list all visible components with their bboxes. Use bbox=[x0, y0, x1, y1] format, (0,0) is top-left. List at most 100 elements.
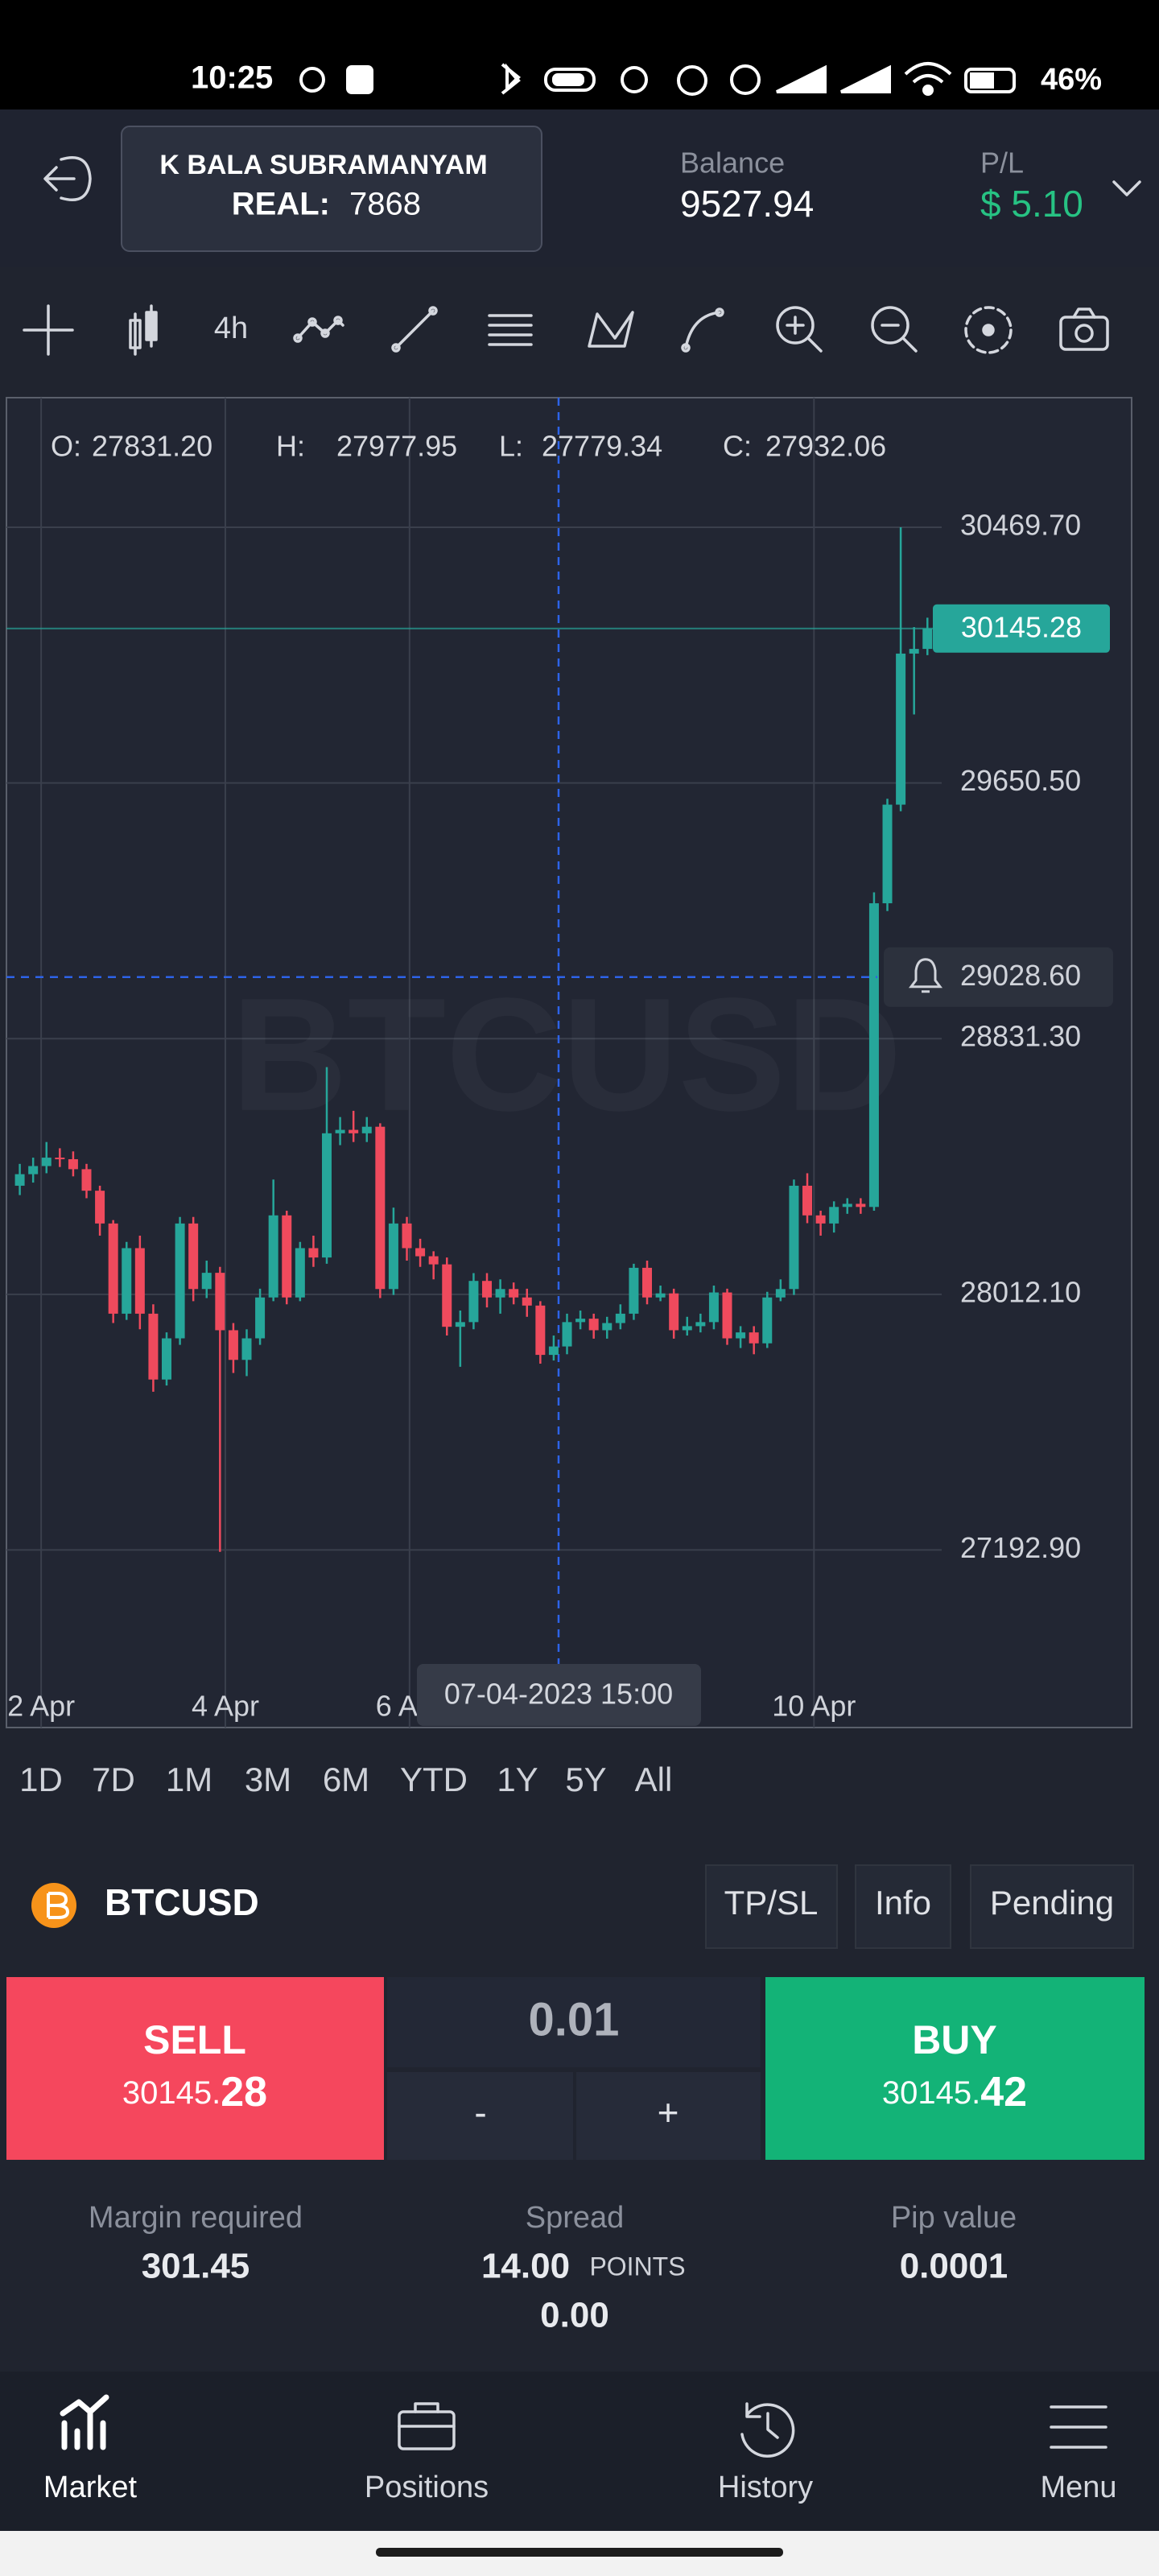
sell-price-main: 30145. bbox=[122, 2075, 221, 2111]
candle-body bbox=[455, 1322, 465, 1327]
chart-type-tool[interactable] bbox=[129, 304, 158, 356]
tab-label: Pending bbox=[990, 1884, 1114, 1922]
tab-button[interactable] bbox=[855, 1864, 951, 1949]
range-button[interactable]: 5Y bbox=[565, 1761, 606, 1798]
line-tool[interactable] bbox=[391, 306, 438, 353]
candle-body bbox=[856, 1203, 866, 1208]
y-tick-label: 30469.70 bbox=[960, 509, 1081, 542]
candle-body bbox=[28, 1166, 39, 1174]
candle-body bbox=[602, 1323, 612, 1331]
tab-button[interactable] bbox=[705, 1864, 838, 1949]
candle-body bbox=[175, 1223, 185, 1339]
candle-body bbox=[775, 1289, 786, 1298]
range-button[interactable]: 1M bbox=[166, 1761, 212, 1798]
range-button[interactable]: YTD bbox=[400, 1761, 468, 1798]
nav-item[interactable]: Market bbox=[43, 2394, 138, 2504]
indicator-tool[interactable] bbox=[293, 316, 344, 343]
plus-button[interactable] bbox=[576, 2072, 761, 2160]
ohlc-label: O: bbox=[51, 430, 81, 463]
buy-button[interactable] bbox=[765, 1977, 1145, 2160]
candle-body bbox=[736, 1332, 746, 1339]
crosshair-tool[interactable] bbox=[23, 304, 74, 356]
nav-item[interactable]: Positions bbox=[365, 2402, 489, 2504]
ohlc-label: C: bbox=[723, 430, 752, 463]
range-button[interactable]: 7D bbox=[92, 1761, 135, 1798]
spread-label: Spread bbox=[526, 2201, 625, 2235]
account-chevron[interactable] bbox=[1112, 180, 1141, 196]
candle-body bbox=[201, 1273, 212, 1290]
tab-label: TP/SL bbox=[724, 1884, 819, 1922]
last-price-box bbox=[933, 604, 1110, 653]
candle-body bbox=[629, 1267, 639, 1314]
candle-body bbox=[722, 1292, 732, 1339]
range-button[interactable]: 1D bbox=[19, 1761, 63, 1798]
nav-label: History bbox=[718, 2471, 813, 2504]
range-button[interactable]: 3M bbox=[245, 1761, 291, 1798]
fit-tool[interactable] bbox=[964, 306, 1013, 354]
watermark: BTCUSD bbox=[231, 965, 901, 1145]
timeframe-button[interactable]: 4h bbox=[214, 312, 248, 345]
candle-body bbox=[295, 1248, 305, 1298]
buy-price: 30145.42 bbox=[882, 2069, 1027, 2116]
range-button[interactable]: 1Y bbox=[497, 1761, 538, 1798]
candle-body bbox=[615, 1313, 625, 1323]
home-indicator[interactable] bbox=[376, 2548, 783, 2557]
tab-label: Info bbox=[875, 1884, 931, 1922]
zoom-out[interactable] bbox=[871, 306, 918, 353]
x-tick-label: 2 Apr bbox=[7, 1690, 75, 1723]
range-button[interactable]: All bbox=[635, 1761, 673, 1798]
candle-body bbox=[575, 1319, 586, 1323]
alert-label: 29028.60 bbox=[960, 959, 1081, 992]
candle-body bbox=[81, 1169, 92, 1191]
nav-item[interactable]: History bbox=[718, 2402, 813, 2504]
quantity-box[interactable] bbox=[387, 1977, 761, 2067]
y-tick-label: 28012.10 bbox=[960, 1275, 1081, 1308]
candle-body bbox=[322, 1133, 332, 1258]
buy-price-pips: 42 bbox=[980, 2069, 1027, 2116]
history-icon bbox=[740, 2402, 795, 2458]
curve-tool[interactable] bbox=[681, 308, 724, 353]
candle-body bbox=[241, 1338, 252, 1360]
candle-body bbox=[789, 1185, 799, 1290]
candle-body bbox=[268, 1215, 278, 1298]
account-box[interactable] bbox=[121, 126, 542, 252]
candle-body bbox=[349, 1129, 359, 1133]
spread-unit: POINTS bbox=[589, 2252, 685, 2281]
ohlc-value: 27779.34 bbox=[542, 430, 662, 463]
ohlc-label: H: bbox=[276, 430, 305, 463]
tab-button[interactable] bbox=[970, 1864, 1134, 1949]
pl-value: $ 5.10 bbox=[980, 183, 1083, 225]
candle-body bbox=[255, 1297, 266, 1339]
sell-button[interactable] bbox=[6, 1977, 384, 2160]
candle-body bbox=[308, 1248, 319, 1258]
candle-body bbox=[669, 1293, 679, 1331]
last-price-label: 30145.28 bbox=[961, 610, 1082, 643]
zoom-in[interactable] bbox=[776, 306, 823, 353]
candle-body bbox=[361, 1126, 372, 1133]
candle-body bbox=[428, 1256, 439, 1265]
status-icons bbox=[299, 62, 1016, 96]
logout-button[interactable] bbox=[43, 156, 92, 201]
market-icon bbox=[60, 2394, 109, 2450]
margin-value: 301.45 bbox=[142, 2247, 250, 2286]
range-button[interactable]: 6M bbox=[323, 1761, 369, 1798]
nav-item[interactable]: Menu bbox=[1040, 2405, 1117, 2504]
candle-body bbox=[882, 804, 893, 904]
candle-body bbox=[228, 1330, 238, 1360]
candle-body bbox=[402, 1223, 412, 1249]
pip-value: 0.0001 bbox=[900, 2247, 1008, 2286]
candle-body bbox=[108, 1223, 118, 1314]
nav-label: Menu bbox=[1040, 2471, 1116, 2504]
y-tick-label: 29650.50 bbox=[960, 764, 1081, 797]
candle-body bbox=[134, 1248, 145, 1314]
alert-box bbox=[884, 947, 1113, 1007]
candle-body bbox=[588, 1319, 599, 1331]
fib-tool[interactable] bbox=[488, 314, 533, 346]
spread-value: 14.00 bbox=[481, 2247, 570, 2286]
x-tick-label: 4 Apr bbox=[192, 1690, 259, 1723]
pattern-tool[interactable] bbox=[588, 311, 634, 348]
screenshot-tool[interactable] bbox=[1059, 308, 1109, 351]
minus-button[interactable] bbox=[387, 2072, 573, 2160]
